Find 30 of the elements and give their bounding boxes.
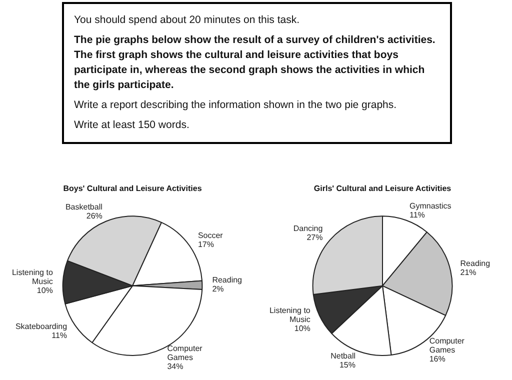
data-label: 10% [36,286,53,295]
data-label: 11% [52,330,68,340]
slice-label: Skateboarding [15,322,68,331]
data-label: 16% [429,354,446,364]
slice-label: Reading [212,276,242,285]
text: Write at least 150 words. [74,118,190,133]
data-label: 17% [198,240,214,250]
data-label: 10% [294,324,310,333]
data-label: 2% [212,284,224,294]
slice-label: Listening to Music [269,306,311,324]
chart-title: Boys' Cultural and Leisure Activities [63,184,202,194]
data-label: 27% [306,232,323,242]
slice-label: Dancing [293,224,323,233]
data-label: 26% [86,212,102,221]
slice-label: Soccer [198,231,224,240]
slice-label: Netball [330,351,356,360]
data-label: 11% [409,210,425,220]
chart-title: Girls' Cultural and Leisure Activities [314,184,452,194]
slice-label: Listening to Music [12,268,54,286]
slice-label: Computer Games [167,344,203,362]
data-label: 15% [339,360,356,370]
slice-label: Computer Games [429,336,465,354]
slice-label: Gymnastics [409,202,452,211]
slice-label: Basketball [65,202,103,212]
slice-label: Reading [460,259,490,268]
text: You should spend about 20 minutes on this task. [74,13,301,28]
data-label: 21% [460,268,476,278]
text: The pie graphs below show the result of a survey of children's activities. The first graph shows the cultural and leisure activities that boys participate in, whereas the second graph shows the activities in which the girls participate. [74,33,436,93]
text: Write a report describing the information shown in the two pie graphs. [74,98,398,113]
data-label: 34% [167,362,184,371]
